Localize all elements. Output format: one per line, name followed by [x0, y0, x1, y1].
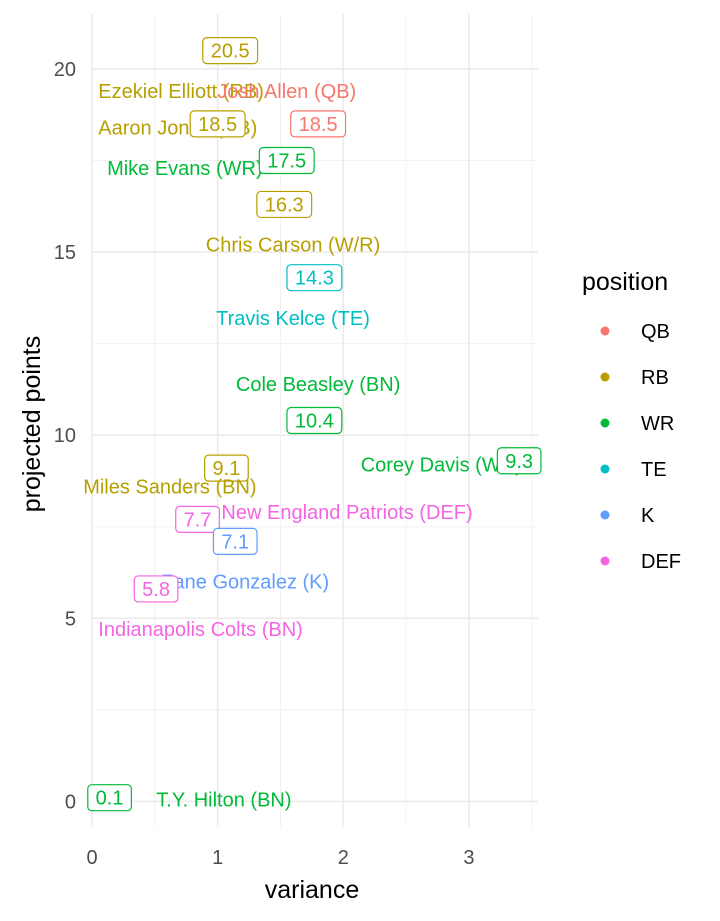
- legend-item: TE: [600, 459, 667, 481]
- value-label: 20.5: [202, 37, 259, 65]
- point-label: T.Y. Hilton (BN): [156, 790, 291, 812]
- value-label: 16.3: [256, 190, 313, 219]
- y-tick-labels: 0 5 10 15 20: [54, 59, 76, 813]
- svg-text:14.3: 14.3: [295, 268, 334, 290]
- value-label: 14.3: [286, 264, 343, 292]
- y-tick-label: 0: [65, 791, 76, 813]
- value-label: 17.5: [258, 146, 315, 175]
- svg-text:7.1: 7.1: [221, 531, 249, 553]
- legend-item: DEF: [600, 551, 681, 573]
- x-tick-label: 3: [463, 847, 474, 869]
- point-label: Cole Beasley (BN): [236, 374, 401, 396]
- value-label: 9.3: [496, 447, 542, 475]
- point-label: Travis Kelce (TE): [216, 308, 370, 330]
- legend-key: [600, 418, 610, 428]
- value-label: 18.5: [290, 110, 347, 138]
- point-label: Miles Sanders (BN): [83, 476, 256, 498]
- point-label: Corey Davis (WR): [361, 454, 522, 476]
- legend-key: [600, 326, 610, 336]
- x-tick-label: 1: [212, 847, 223, 869]
- y-tick-label: 20: [54, 59, 76, 81]
- legend-label: WR: [641, 413, 674, 435]
- point-label: New England Patriots (DEF): [221, 502, 472, 524]
- value-label: 9.1: [204, 454, 249, 482]
- point-label: Chris Carson (W/R): [206, 235, 380, 257]
- x-tick-labels: 0 1 2 3: [86, 847, 474, 869]
- svg-text:17.5: 17.5: [267, 150, 306, 172]
- value-label: 7.1: [212, 527, 258, 555]
- point-label: Josh Allen (QB): [217, 81, 356, 103]
- svg-text:5.8: 5.8: [142, 579, 170, 601]
- value-label: 7.7: [175, 505, 220, 533]
- svg-text:9.1: 9.1: [213, 458, 241, 480]
- legend-key: [600, 372, 610, 382]
- point-label: Indianapolis Colts (BN): [98, 619, 303, 641]
- legend-label: DEF: [641, 551, 681, 573]
- legend-item: RB: [600, 367, 669, 389]
- legend-title: position: [582, 268, 668, 296]
- legend-label: RB: [641, 367, 669, 389]
- legend-item: WR: [600, 413, 674, 435]
- svg-text:7.7: 7.7: [184, 509, 212, 531]
- value-label: 0.1: [87, 784, 132, 812]
- legend: position QB RB WR TE K DEF: [582, 268, 681, 573]
- svg-text:16.3: 16.3: [265, 194, 304, 216]
- legend-label: K: [641, 505, 655, 527]
- y-axis-label: projected points: [18, 336, 46, 513]
- svg-text:0.1: 0.1: [96, 788, 124, 810]
- value-label: 5.8: [133, 575, 179, 603]
- y-tick-label: 15: [54, 242, 76, 264]
- svg-text:10.4: 10.4: [295, 411, 334, 433]
- legend-key: [600, 510, 610, 520]
- x-tick-label: 2: [338, 847, 349, 869]
- grid-major: [91, 14, 538, 827]
- x-tick-label: 0: [86, 847, 97, 869]
- svg-text:18.5: 18.5: [198, 114, 237, 136]
- y-tick-label: 5: [65, 608, 76, 630]
- legend-key: [600, 556, 610, 566]
- point-label: Zane Gonzalez (K): [161, 572, 329, 594]
- svg-text:20.5: 20.5: [211, 41, 250, 63]
- value-label: 10.4: [286, 406, 343, 435]
- svg-text:18.5: 18.5: [299, 114, 338, 136]
- value-label: 18.5: [189, 110, 246, 138]
- legend-item: QB: [600, 321, 670, 343]
- legend-label: TE: [641, 459, 667, 481]
- x-axis-label: variance: [265, 876, 360, 904]
- point-label: Ezekiel Elliott (RB): [98, 81, 264, 103]
- point-label: Mike Evans (WR): [107, 158, 263, 180]
- legend-key: [600, 464, 610, 474]
- legend-label: QB: [641, 321, 670, 343]
- svg-text:9.3: 9.3: [505, 451, 533, 473]
- y-tick-label: 10: [54, 425, 76, 447]
- legend-item: K: [600, 505, 655, 527]
